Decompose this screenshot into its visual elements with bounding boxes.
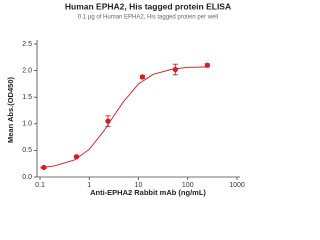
x-tick-label: 0.1 (35, 182, 45, 189)
data-point (172, 66, 178, 73)
page: Human EPHA2, His tagged protein ELISA 0.… (5, 1, 245, 197)
x-tick-label: 100 (182, 182, 194, 189)
x-axis-label: Anti-EPHA2 Rabbit mAb (ng/mL) (90, 188, 206, 197)
x-tick-label: 10 (135, 182, 143, 189)
chart-title: Human EPHA2, His tagged protein ELISA (65, 1, 231, 11)
data-point (204, 62, 210, 68)
data-point (73, 154, 80, 160)
y-tick-label: 0.0 (22, 174, 32, 181)
y-tick-label: 2.5 (22, 41, 32, 48)
data-point (105, 118, 111, 124)
y-tick-label: 1.5 (22, 94, 32, 101)
y-tick-label: 2.0 (22, 67, 32, 74)
x-tick-label: 1000 (229, 182, 245, 189)
data-point (139, 74, 145, 80)
data-point (41, 164, 47, 171)
fit-curve (39, 66, 208, 169)
chart: Human EPHA2, His tagged protein ELISA 0.… (6, 1, 245, 197)
chart-subtitle: 0.1 μg of Human EPHA2, His tagged protei… (78, 15, 218, 21)
y-tick-label: 1.0 (22, 121, 32, 128)
x-tick-label: 1 (87, 182, 91, 189)
y-tick-label: 0.5 (22, 147, 32, 154)
y-axis-label: Mean Abs.(OD450) (6, 77, 15, 143)
